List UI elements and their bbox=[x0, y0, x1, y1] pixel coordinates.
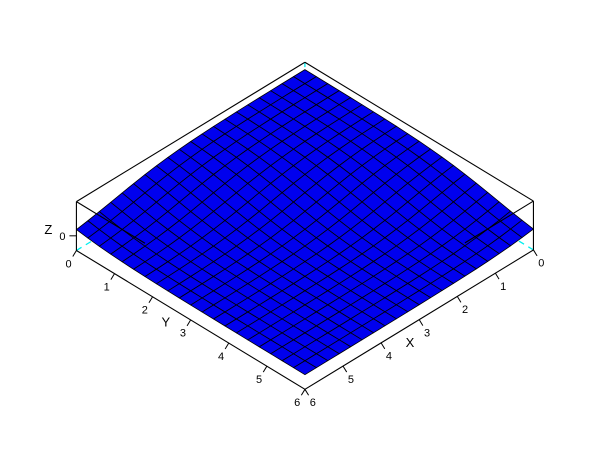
svg-text:0: 0 bbox=[538, 258, 544, 270]
svg-text:Z: Z bbox=[44, 222, 52, 237]
svg-text:X: X bbox=[406, 335, 415, 350]
svg-text:4: 4 bbox=[386, 351, 392, 363]
svg-text:4: 4 bbox=[218, 351, 224, 363]
svg-text:6: 6 bbox=[310, 397, 316, 409]
svg-text:2: 2 bbox=[462, 304, 468, 316]
svg-text:3: 3 bbox=[180, 328, 186, 340]
svg-text:0: 0 bbox=[66, 258, 72, 270]
svg-text:1: 1 bbox=[104, 281, 110, 293]
svg-text:5: 5 bbox=[256, 374, 262, 386]
svg-text:1: 1 bbox=[500, 281, 506, 293]
svg-text:2: 2 bbox=[142, 305, 148, 317]
svg-text:5: 5 bbox=[348, 374, 354, 386]
svg-text:6: 6 bbox=[294, 397, 300, 409]
svg-text:3: 3 bbox=[424, 327, 430, 339]
svg-text:Y: Y bbox=[161, 314, 170, 329]
svg-text:0: 0 bbox=[59, 231, 65, 243]
